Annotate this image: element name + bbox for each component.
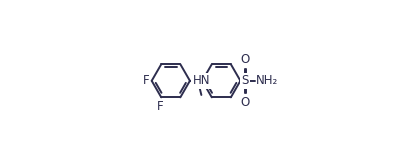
Text: F: F — [157, 100, 164, 113]
Text: O: O — [241, 96, 250, 109]
Text: NH₂: NH₂ — [256, 74, 278, 87]
Text: HN: HN — [193, 74, 210, 87]
Text: F: F — [143, 74, 150, 87]
Text: S: S — [242, 74, 249, 87]
Text: O: O — [241, 53, 250, 66]
